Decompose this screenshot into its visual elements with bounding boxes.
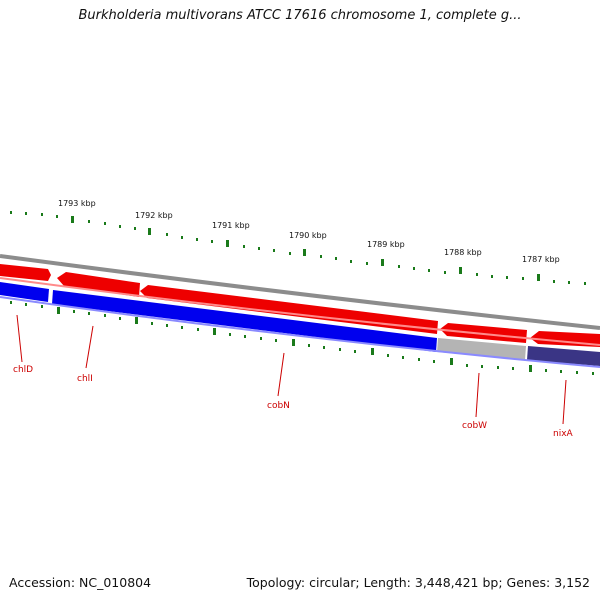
gene-label-line: [277, 352, 285, 397]
gene-labels: chlD chlI cobN cobW nixA: [13, 365, 574, 439]
gene-label-line: [562, 379, 567, 425]
reverse-strand: [0, 282, 600, 368]
kbp-label: 1793 kbp: [58, 199, 96, 208]
gene-block-gray[interactable]: [437, 338, 526, 360]
forward-strand: [0, 264, 600, 347]
gene-block-reverse[interactable]: [52, 290, 437, 352]
kbp-label: 1789 kbp: [367, 240, 405, 249]
inner-ticks: [10, 301, 594, 375]
summary-text: Topology: circular; Length: 3,448,421 bp…: [246, 575, 590, 590]
kbp-label: 1787 kbp: [522, 255, 560, 264]
gene-label-chld[interactable]: chlD: [13, 365, 33, 375]
gene-block-reverse[interactable]: [0, 282, 49, 302]
map-title: Burkholderia multivorans ATCC 17616 chro…: [78, 8, 522, 23]
kbp-label: 1788 kbp: [444, 248, 482, 257]
gene-label-line: [475, 372, 480, 418]
gene-arrow-forward[interactable]: [57, 272, 140, 297]
kbp-label: 1792 kbp: [135, 211, 173, 220]
gene-label-line: [85, 325, 94, 369]
gene-label-line: [16, 314, 23, 363]
accession-text: Accession: NC_010804: [9, 575, 152, 590]
gene-label-lines: [16, 314, 567, 425]
kbp-label: 1790 kbp: [289, 231, 327, 240]
gene-label-nixa[interactable]: nixA: [553, 429, 574, 439]
kbp-label: 1791 kbp: [212, 221, 250, 230]
kbp-labels: 1793 kbp 1792 kbp 1791 kbp 1790 kbp 1789…: [58, 199, 560, 264]
forward-strand-shadow: [0, 277, 600, 346]
gene-label-chli[interactable]: chlI: [77, 374, 93, 384]
chromosome-backbone: [0, 254, 600, 330]
reverse-strand-shadow: [0, 296, 600, 368]
chromosome-backbone-highlight: [0, 258, 600, 332]
gene-label-cobw[interactable]: cobW: [462, 421, 487, 431]
gene-label-cobn[interactable]: cobN: [267, 401, 290, 411]
gene-arrow-forward[interactable]: [440, 323, 527, 343]
outer-ticks: [10, 211, 586, 285]
gene-arrow-forward[interactable]: [0, 264, 51, 281]
